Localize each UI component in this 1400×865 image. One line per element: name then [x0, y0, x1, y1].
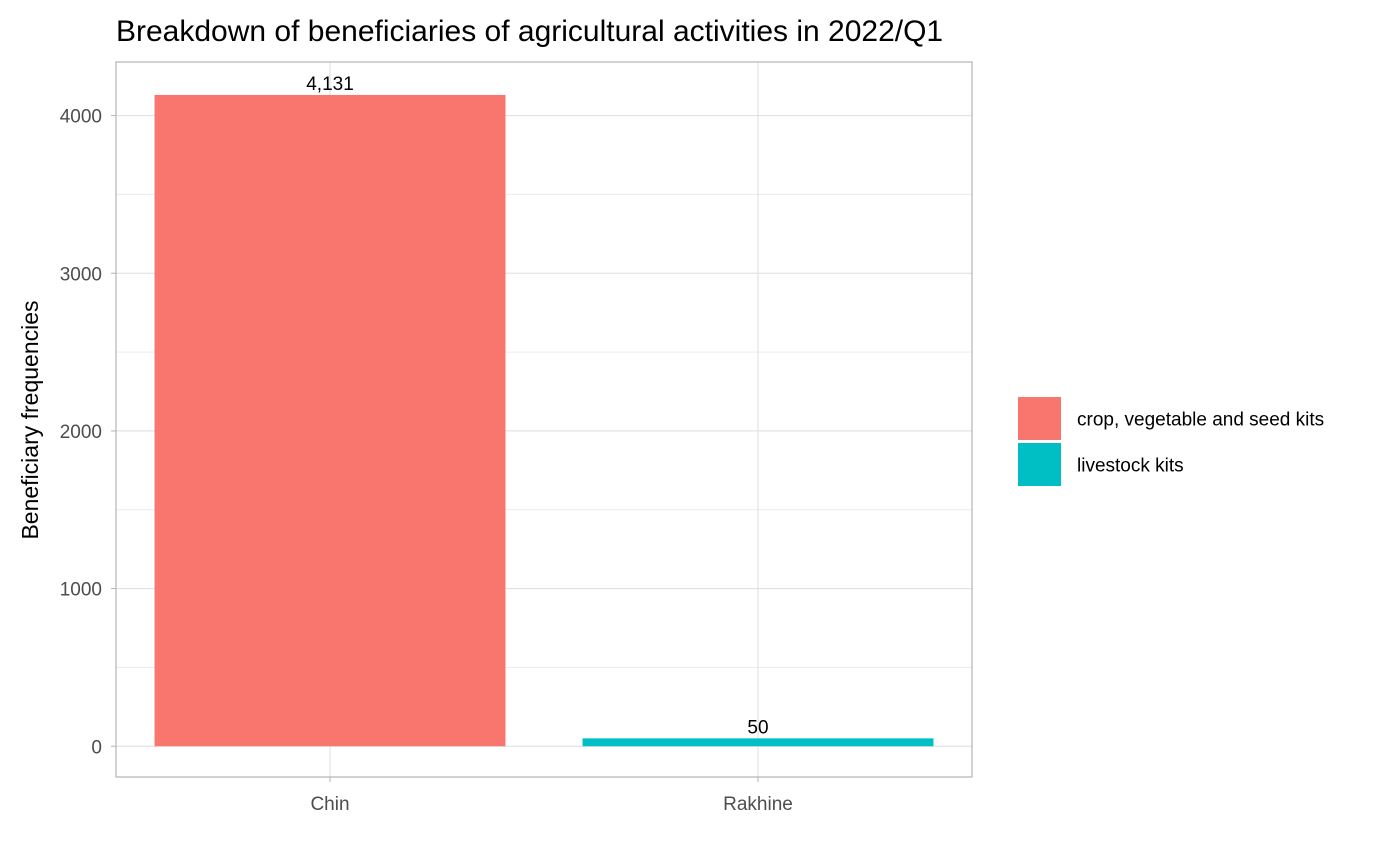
legend-label: livestock kits	[1077, 456, 1184, 477]
x-tick-label: Chin	[310, 794, 349, 815]
y-tick-label: 2000	[60, 422, 102, 443]
legend-swatch	[1018, 443, 1061, 486]
y-axis-title: Beneficiary frequencies	[17, 300, 43, 539]
y-tick-label: 3000	[60, 264, 102, 285]
bar-rakhine	[582, 738, 934, 747]
legend-swatch	[1018, 397, 1061, 440]
y-tick-label: 0	[91, 737, 102, 758]
chart-title: Breakdown of beneficiaries of agricultur…	[116, 15, 943, 48]
y-tick-label: 1000	[60, 580, 102, 601]
legend-label: crop, vegetable and seed kits	[1077, 410, 1324, 431]
data-label-chin: 4,131	[306, 74, 354, 95]
legend: crop, vegetable and seed kits livestock k…	[1018, 397, 1324, 486]
data-label-rakhine: 50	[747, 717, 768, 738]
panel-border	[115, 61, 973, 778]
bar-chin	[154, 94, 506, 747]
x-tick-label: Rakhine	[723, 794, 793, 815]
y-tick-label: 4000	[60, 107, 102, 128]
plot-area: 0 1000 2000 3000 4000 4,131 Chin 50 Rakhine	[60, 61, 973, 815]
